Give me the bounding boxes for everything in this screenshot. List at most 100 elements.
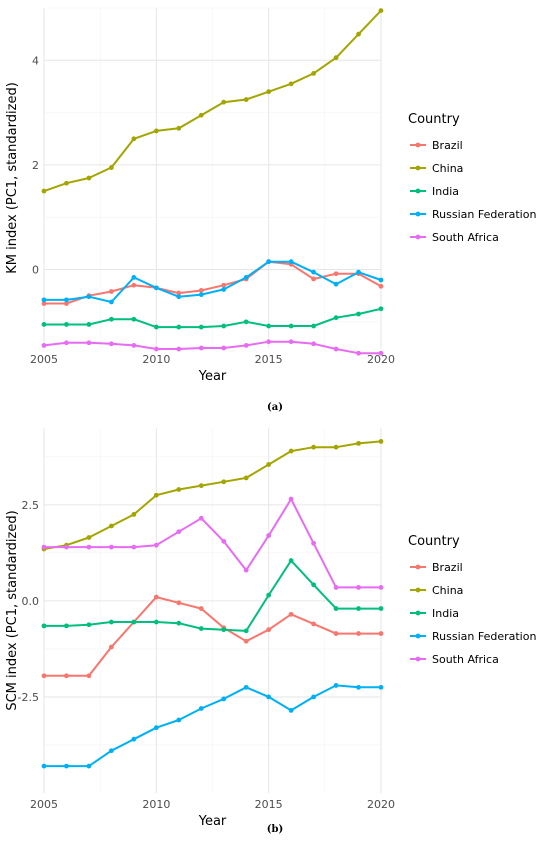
data-point bbox=[288, 611, 294, 617]
data-point bbox=[333, 631, 339, 636]
y-tick-label: 4 bbox=[32, 54, 39, 67]
data-point bbox=[378, 306, 384, 312]
data-point bbox=[64, 544, 69, 550]
data-point bbox=[243, 475, 249, 481]
data-point bbox=[153, 285, 159, 291]
data-point bbox=[198, 515, 204, 521]
x-axis-title: Year bbox=[198, 369, 227, 384]
data-point bbox=[109, 644, 114, 650]
data-point bbox=[176, 620, 182, 626]
data-point bbox=[86, 175, 92, 181]
data-point bbox=[64, 623, 69, 629]
legend: Country Brazil China India Russian Federatio… bbox=[408, 534, 536, 666]
data-point bbox=[356, 585, 361, 590]
legend-label: China bbox=[432, 584, 463, 597]
data-point bbox=[356, 440, 361, 446]
data-point bbox=[266, 533, 272, 538]
legend-label: Russian Federation bbox=[432, 630, 536, 643]
y-axis-title: KM index (PC1, standardized) bbox=[5, 82, 20, 274]
series-line-2 bbox=[44, 307, 382, 329]
data-point bbox=[288, 81, 294, 87]
series-line-0 bbox=[44, 596, 381, 677]
data-point bbox=[333, 271, 339, 277]
legend-key-point bbox=[415, 142, 421, 148]
data-point bbox=[198, 483, 204, 489]
data-point bbox=[109, 316, 114, 322]
legend-label: South Africa bbox=[432, 231, 499, 244]
data-point bbox=[64, 301, 69, 306]
data-point bbox=[176, 290, 182, 296]
data-point bbox=[221, 99, 227, 105]
x-tick-label: 2020 bbox=[367, 798, 395, 811]
data-point bbox=[153, 725, 159, 731]
series-line-4 bbox=[43, 340, 381, 355]
x-axis-title: Year bbox=[198, 814, 227, 829]
y-tick-label: 2 bbox=[32, 159, 39, 172]
data-point bbox=[131, 544, 137, 550]
chart-panel-a: 2005 2010 2015 2020 0 2 4 Year KM index (PC1, st… bbox=[5, 7, 536, 413]
data-point bbox=[153, 346, 159, 352]
data-point bbox=[131, 342, 137, 348]
data-point bbox=[131, 136, 137, 142]
data-point bbox=[378, 8, 384, 14]
data-point bbox=[266, 462, 272, 467]
legend-label: Russian Federation bbox=[432, 208, 536, 221]
data-point bbox=[356, 684, 361, 690]
legend-key-point bbox=[415, 564, 421, 570]
data-point bbox=[109, 619, 114, 625]
series-line-4 bbox=[44, 498, 381, 589]
data-point bbox=[86, 322, 92, 327]
data-point bbox=[109, 165, 114, 170]
data-point bbox=[153, 619, 159, 625]
data-point bbox=[198, 345, 204, 351]
data-point bbox=[333, 606, 339, 611]
x-tick-label: 2020 bbox=[367, 353, 395, 366]
legend-key-point bbox=[415, 188, 421, 194]
data-point bbox=[109, 289, 114, 294]
data-point bbox=[333, 55, 339, 61]
data-point bbox=[356, 269, 361, 275]
panel-caption: (a) bbox=[267, 402, 283, 413]
data-point bbox=[356, 631, 361, 636]
data-point bbox=[64, 297, 69, 303]
series-line-0 bbox=[44, 260, 382, 305]
data-point bbox=[41, 673, 47, 679]
data-point bbox=[131, 512, 137, 517]
x-tick-label: 2010 bbox=[142, 353, 170, 366]
data-point bbox=[131, 274, 137, 280]
data-point bbox=[86, 294, 92, 300]
data-point bbox=[356, 31, 361, 37]
data-point bbox=[243, 567, 249, 573]
data-point bbox=[311, 621, 316, 627]
y-tick-label: 2.5 bbox=[22, 499, 40, 512]
legend-label: Brazil bbox=[432, 139, 463, 152]
data-point bbox=[176, 346, 182, 352]
data-point bbox=[266, 323, 272, 329]
x-tick-label: 2010 bbox=[142, 798, 170, 811]
data-point bbox=[311, 694, 316, 700]
chart-panel-b: 2005 2010 2015 2020 -2.5 0.0 2.5 Year SCM index … bbox=[5, 428, 536, 835]
data-point bbox=[311, 323, 316, 329]
data-point bbox=[176, 529, 182, 535]
data-point bbox=[311, 269, 316, 275]
data-point bbox=[243, 319, 249, 325]
data-point bbox=[356, 606, 361, 611]
data-point bbox=[198, 324, 204, 330]
data-point bbox=[243, 684, 249, 690]
data-point bbox=[131, 282, 137, 288]
legend-key-point bbox=[415, 587, 421, 593]
data-point bbox=[41, 301, 47, 306]
data-point bbox=[378, 684, 384, 690]
data-point bbox=[153, 594, 159, 600]
data-point bbox=[333, 281, 339, 287]
y-tick-label: 0 bbox=[32, 264, 39, 277]
legend-title: Country bbox=[408, 112, 460, 127]
data-point bbox=[64, 763, 69, 769]
data-point bbox=[131, 316, 137, 322]
x-tick-label: 2005 bbox=[30, 798, 58, 811]
data-point bbox=[266, 259, 272, 265]
data-point bbox=[86, 673, 92, 679]
data-point bbox=[153, 492, 159, 498]
data-point bbox=[109, 748, 114, 754]
